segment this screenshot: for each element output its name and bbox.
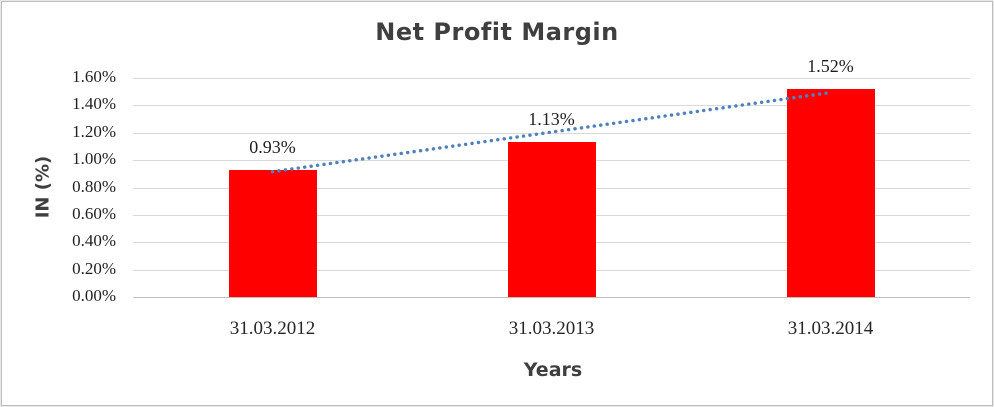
gridline <box>133 78 970 79</box>
bar <box>786 88 875 297</box>
y-tick-label: 1.60% <box>72 67 116 86</box>
bar <box>507 142 596 297</box>
y-tick-label: 0.20% <box>72 258 116 278</box>
data-label: 0.93% <box>249 136 296 157</box>
bar <box>228 169 317 297</box>
x-category-label: 31.03.2014 <box>787 318 874 339</box>
y-tick-label: 0.60% <box>72 203 116 223</box>
x-axis-line <box>133 297 970 298</box>
y-tick-label: 0.80% <box>72 176 116 196</box>
y-tick-label: 0.40% <box>72 231 116 251</box>
y-tick-label: 1.00% <box>72 149 116 169</box>
data-label: 1.52% <box>807 55 854 76</box>
x-category-label: 31.03.2013 <box>508 318 595 339</box>
y-tick-label: 1.40% <box>72 94 116 114</box>
chart-title: Net Profit Margin <box>375 18 619 46</box>
x-axis-title: Years <box>523 359 583 381</box>
data-label: 1.13% <box>528 109 575 130</box>
x-category-label: 31.03.2012 <box>229 318 316 339</box>
y-tick-label: 1.20% <box>72 121 116 141</box>
y-tick-label: 0.00% <box>72 286 116 305</box>
